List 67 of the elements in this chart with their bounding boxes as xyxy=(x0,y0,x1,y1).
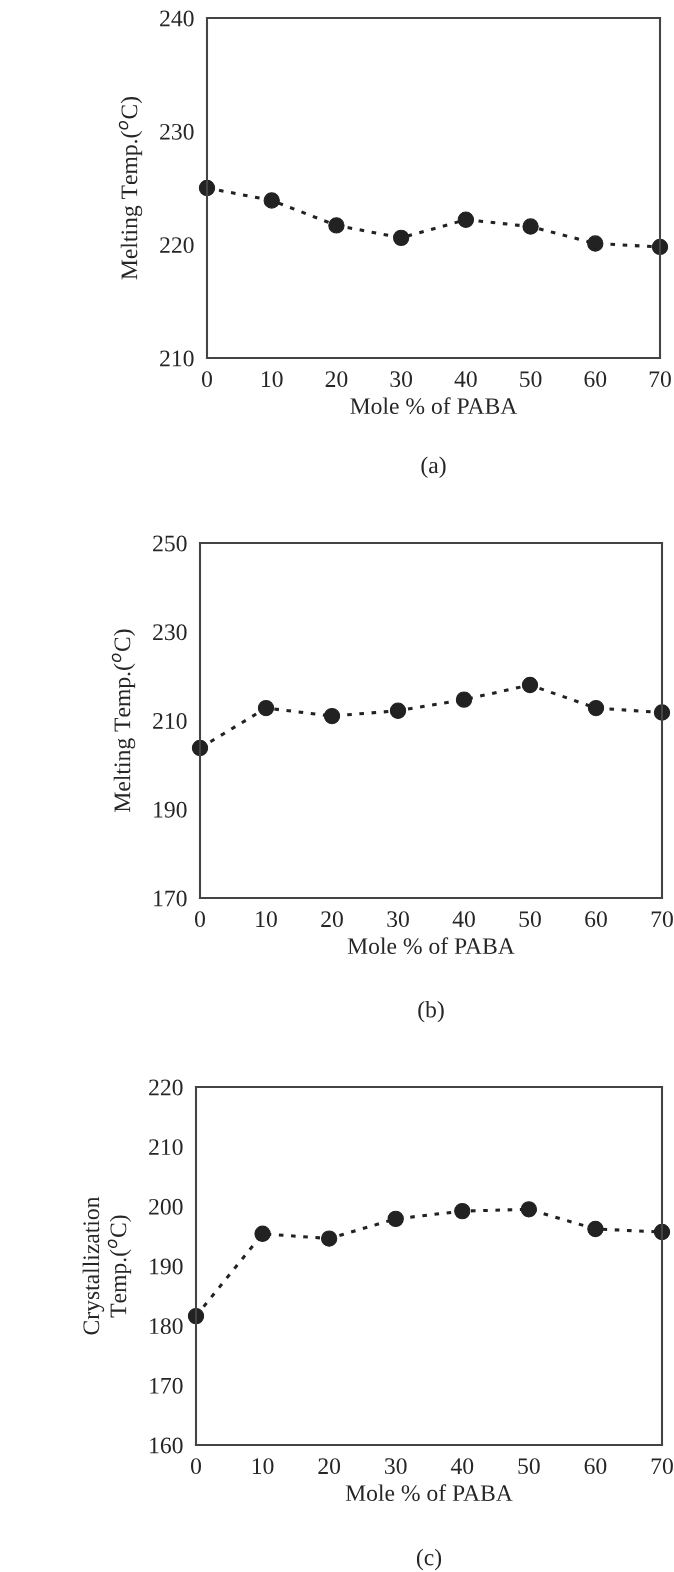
point xyxy=(263,192,280,209)
y-tick-label: 200 xyxy=(149,1198,183,1215)
point xyxy=(455,691,473,708)
x-tick-label: 20 xyxy=(325,371,348,388)
x-tick-label: 30 xyxy=(387,911,409,928)
y-tick-label: 230 xyxy=(160,123,194,140)
point xyxy=(320,1230,338,1247)
y-tick-label: 250 xyxy=(153,535,187,552)
x-tick-label: 40 xyxy=(454,371,477,388)
point xyxy=(522,218,539,235)
x-tick-label: 10 xyxy=(256,911,277,928)
point xyxy=(257,699,275,717)
x-axis-title: Mole % of PABA xyxy=(345,1484,513,1502)
point xyxy=(587,235,604,252)
y-tick-label: 240 xyxy=(160,10,194,27)
point xyxy=(587,1220,604,1238)
x-tick-label: 0 xyxy=(195,911,205,928)
x-tick-label: 10 xyxy=(252,1458,274,1475)
y-tick-label: 210 xyxy=(160,350,194,367)
point xyxy=(457,211,475,228)
point xyxy=(392,229,410,247)
y-tick-label: 190 xyxy=(150,1258,183,1275)
point xyxy=(587,699,605,717)
x-tick-label: 60 xyxy=(584,1458,607,1475)
point xyxy=(387,1210,404,1228)
x-tick-label: 0 xyxy=(202,371,212,388)
x-tick-label: 60 xyxy=(585,911,607,928)
y-tick-label: 170 xyxy=(150,1377,183,1394)
x-tick-label: 50 xyxy=(518,1458,540,1475)
y-axis-title: Melting Temp.($^{o}$C) xyxy=(111,629,136,812)
x-tick-label: 0 xyxy=(191,1458,201,1475)
y-tick-label: 210 xyxy=(153,712,187,729)
text: (a) xyxy=(421,456,446,479)
x-tick-label: 70 xyxy=(651,1458,673,1475)
x-tick-label: 40 xyxy=(450,1458,474,1475)
y-tick-label: 160 xyxy=(150,1437,183,1454)
y-tick-label: 230 xyxy=(153,624,187,641)
y-tick-label: 180 xyxy=(150,1318,183,1335)
point xyxy=(254,1225,271,1242)
point xyxy=(521,676,539,694)
x-axis-title: Mole % of PABA xyxy=(347,937,515,955)
x-tick-label: 70 xyxy=(651,911,673,928)
text: (b) xyxy=(418,1000,444,1023)
point xyxy=(328,217,345,234)
x-tick-label: 30 xyxy=(390,371,413,388)
y-axis-title: Crystallization Temp.($^{o}$C) xyxy=(82,1196,132,1335)
y-tick-label: 190 xyxy=(154,801,187,818)
x-axis-title: Mole % of PABA xyxy=(350,397,518,415)
y-axis-title: Melting Temp.($^{o}$C) xyxy=(118,97,143,280)
x-tick-label: 50 xyxy=(519,911,541,928)
point xyxy=(454,1202,471,1220)
y-tick-label: 170 xyxy=(154,890,187,907)
x-tick-label: 20 xyxy=(321,911,343,928)
point xyxy=(389,702,407,719)
y-tick-label: 210 xyxy=(149,1139,183,1156)
y-tick-label: 220 xyxy=(160,237,194,254)
y-tick-label: 220 xyxy=(149,1079,183,1096)
text: (c) xyxy=(416,1548,442,1571)
point xyxy=(520,1201,538,1218)
x-tick-label: 40 xyxy=(452,911,475,928)
point xyxy=(323,707,341,725)
x-tick-label: 30 xyxy=(385,1458,407,1475)
x-tick-label: 20 xyxy=(318,1458,341,1475)
x-tick-label: 50 xyxy=(520,371,542,388)
x-tick-label: 10 xyxy=(261,371,283,388)
x-tick-label: 70 xyxy=(649,371,671,388)
x-tick-label: 60 xyxy=(584,371,607,388)
